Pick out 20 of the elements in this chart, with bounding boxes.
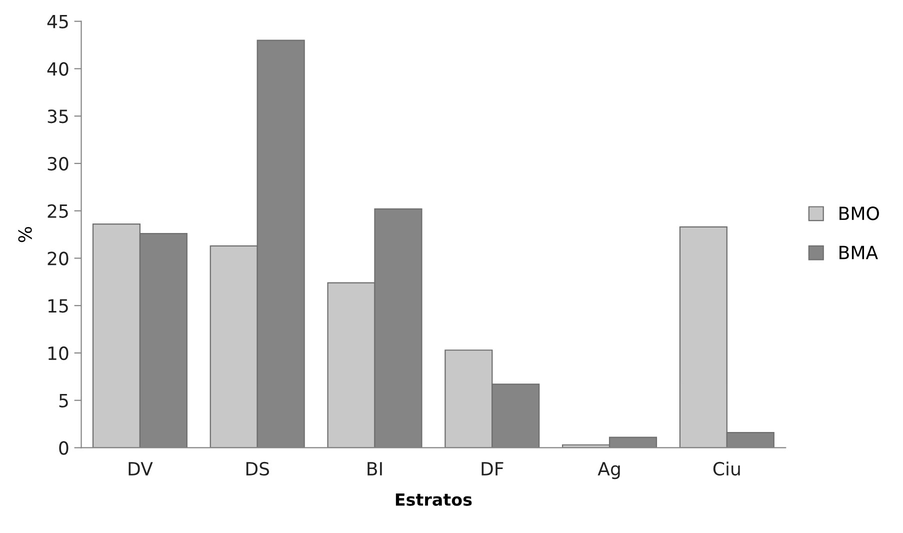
x-tick-label: Ag (598, 462, 620, 480)
x-tick-label: Ciu (713, 462, 740, 476)
x-axis-title: Estratos (396, 493, 472, 506)
y-tick-label: 35 (48, 110, 68, 124)
y-tick-label: 45 (47, 15, 68, 28)
x-tick-label: DF (482, 462, 504, 476)
y-tick-label: 0 (59, 441, 68, 455)
y-tick-label: 40 (47, 62, 68, 76)
y-tick-label: 20 (48, 252, 68, 266)
y-tick-label: 30 (48, 156, 68, 171)
y-tick-label: 10 (48, 346, 68, 360)
y-tick-label: 5 (59, 394, 68, 408)
legend-label: BMA (840, 246, 878, 260)
legend-label: BMO (840, 206, 879, 220)
y-axis-title: % (18, 226, 32, 242)
x-tick-label: BI (368, 462, 382, 476)
y-tick-label: 15 (48, 299, 68, 313)
x-tick-label: DS (246, 462, 270, 476)
x-tick-label: DV (128, 462, 153, 476)
y-tick-label: 25 (48, 204, 68, 218)
